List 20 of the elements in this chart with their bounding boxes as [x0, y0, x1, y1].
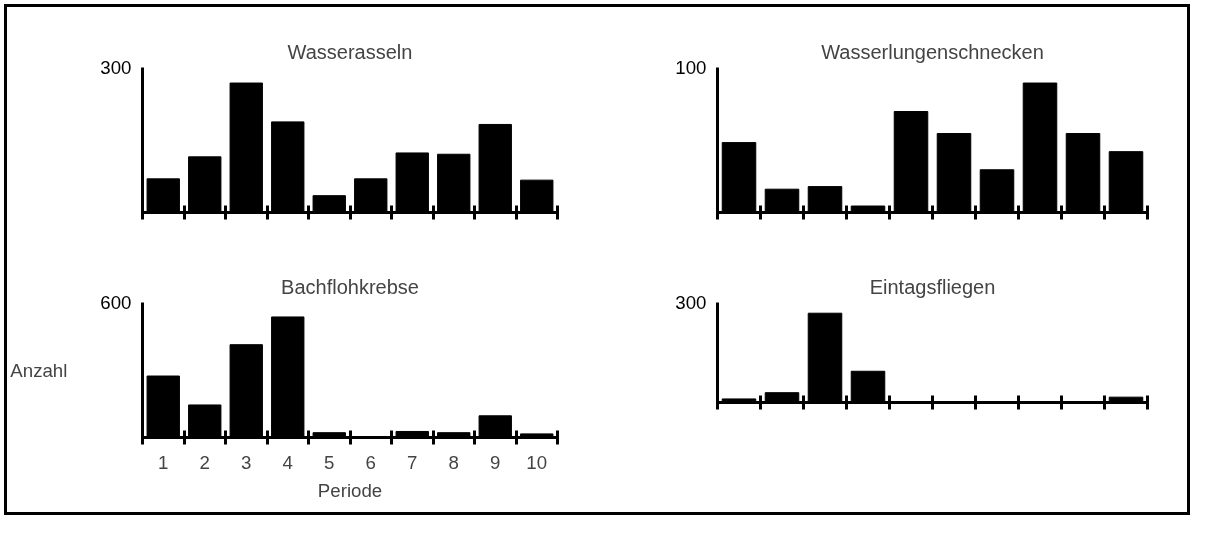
text: 300: [100, 57, 132, 78]
x-tick-label: 10: [526, 451, 548, 473]
chart-title: Bachflohkrebse: [281, 275, 419, 298]
x-tick-label: 3: [241, 451, 252, 473]
x-tick-label: 7: [407, 451, 418, 473]
x-tick-label: 9: [490, 451, 501, 473]
y-axis-title: Anzahl: [10, 359, 68, 381]
chart-title: Wasserlungenschnecken: [821, 40, 1044, 63]
x-tick-label: 4: [282, 451, 293, 473]
x-tick-label: 1: [158, 451, 169, 473]
chart-title: Eintagsfliegen: [869, 275, 996, 298]
chart-title: Wasserasseln: [287, 40, 413, 63]
text: 100: [675, 57, 707, 78]
x-tick-label: 6: [365, 451, 376, 473]
text: 600: [100, 292, 132, 313]
x-tick-label: 8: [448, 451, 459, 473]
x-tick-label: 2: [199, 451, 210, 473]
text: 300: [675, 292, 707, 313]
x-tick-label: 5: [324, 451, 335, 473]
x-axis-title: Periode: [317, 479, 383, 501]
